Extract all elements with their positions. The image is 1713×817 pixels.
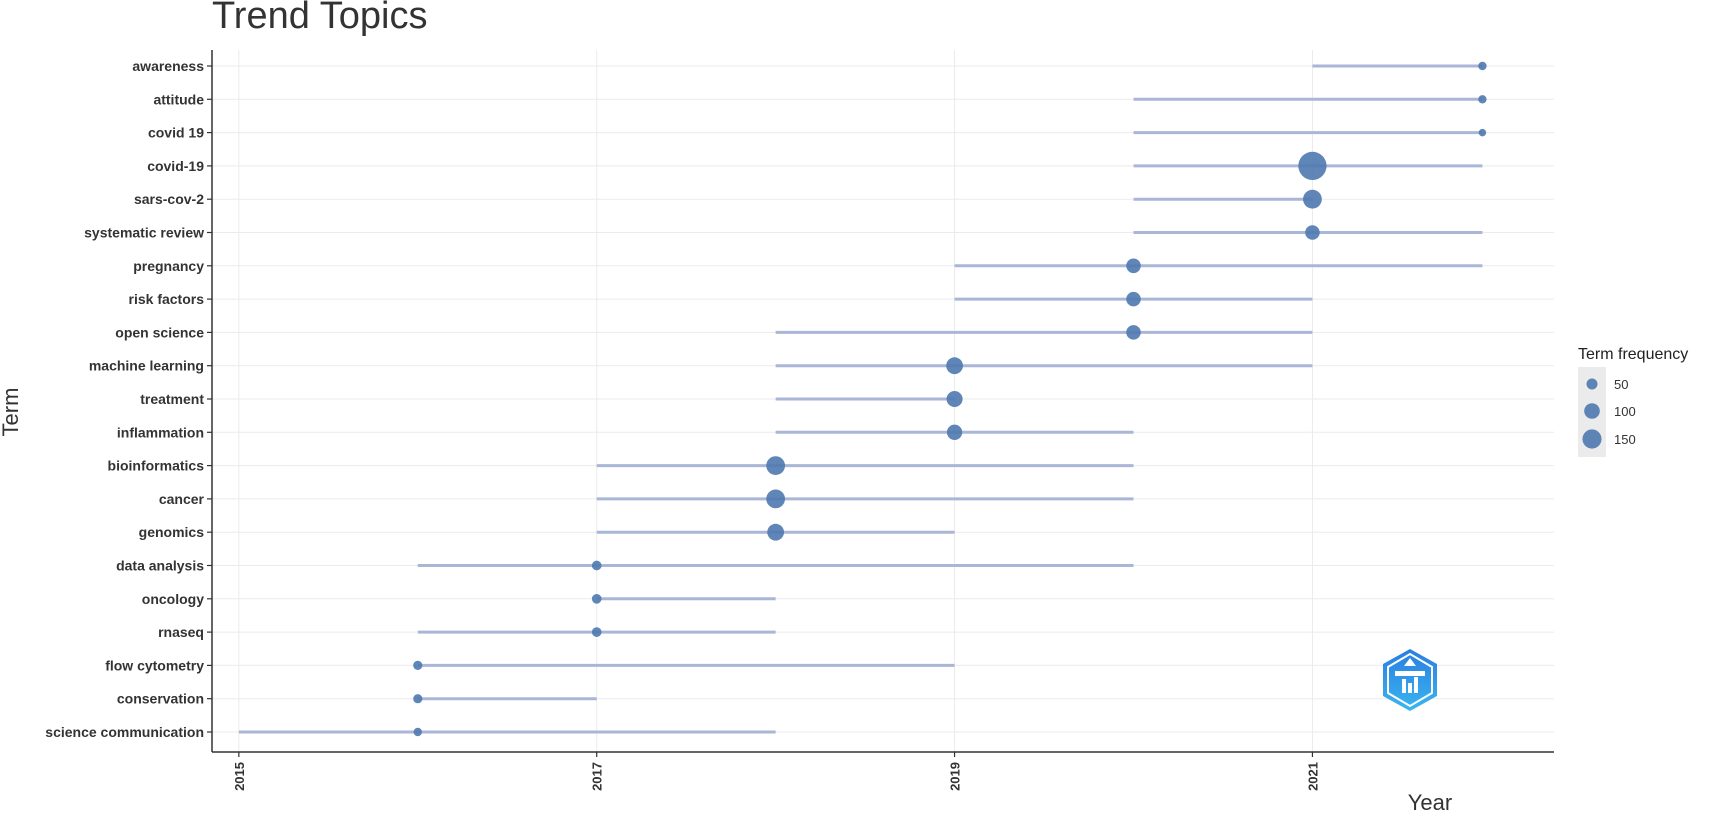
x-axis-title: Year (1408, 790, 1452, 815)
legend-label: 100 (1614, 404, 1636, 419)
y-tick-label: attitude (153, 91, 204, 107)
y-tick-label: sars-cov-2 (134, 191, 204, 207)
x-tick-label: 2017 (590, 762, 605, 791)
y-tick-label: flow cytometry (105, 657, 204, 673)
y-tick-label: data analysis (116, 558, 204, 574)
x-tick-label: 2015 (232, 762, 247, 791)
data-point (946, 390, 963, 408)
y-axis-title: Term (0, 388, 23, 437)
y-tick-label: inflammation (117, 424, 204, 440)
y-tick-label: machine learning (89, 358, 204, 374)
data-point (413, 727, 422, 737)
data-point (1126, 325, 1141, 340)
axes: awareness attitude covid 19 covid-19 sars-co… (45, 50, 1554, 791)
y-tick-label: conservation (117, 691, 204, 707)
data-point (591, 627, 602, 637)
data-point (1478, 95, 1487, 104)
data-point (1305, 225, 1320, 240)
legend: Term frequency 50 100 150 (1578, 346, 1688, 457)
data-point (413, 660, 423, 671)
y-tick-label: bioinformatics (108, 458, 205, 474)
y-tick-label: open science (115, 324, 204, 340)
data-point (1298, 151, 1327, 181)
legend-key-point (1584, 403, 1600, 419)
legend-key-point (1586, 378, 1598, 390)
y-tick-label: oncology (142, 591, 204, 607)
y-tick-label: covid 19 (148, 125, 204, 141)
y-tick-label: covid-19 (147, 158, 204, 174)
x-tick-label: 2019 (948, 762, 963, 791)
y-tick-label: genomics (139, 524, 205, 540)
legend-label: 150 (1614, 432, 1636, 447)
data-point (766, 456, 786, 475)
data-point (591, 560, 602, 571)
y-tick-label: science communication (45, 724, 204, 740)
data-point (1478, 61, 1487, 71)
y-tick-label: pregnancy (133, 258, 204, 274)
data-point (1478, 128, 1487, 137)
data-point (766, 489, 786, 509)
data-point (1126, 291, 1141, 307)
data-point (1303, 189, 1322, 209)
y-tick-label: risk factors (129, 291, 205, 307)
y-tick-label: cancer (159, 491, 205, 507)
data-point (591, 593, 602, 604)
y-tick-label: treatment (140, 391, 204, 407)
legend-title: Term frequency (1578, 346, 1688, 363)
x-tick-label: 2021 (1305, 762, 1320, 791)
grid-layer (212, 50, 1554, 752)
y-tick-label: rnaseq (158, 624, 204, 640)
data-point (413, 694, 423, 704)
chart-title: Trend Topics (212, 0, 427, 37)
data-point (767, 523, 785, 541)
y-tick-label: awareness (132, 58, 204, 74)
bibliometrix-logo-icon (1383, 649, 1437, 711)
y-tick-label: systematic review (84, 225, 204, 241)
legend-key-point (1582, 429, 1602, 449)
data-point (1126, 258, 1141, 274)
data-point (946, 357, 963, 375)
data-point (946, 424, 963, 440)
points (413, 61, 1487, 737)
legend-label: 50 (1614, 377, 1628, 392)
